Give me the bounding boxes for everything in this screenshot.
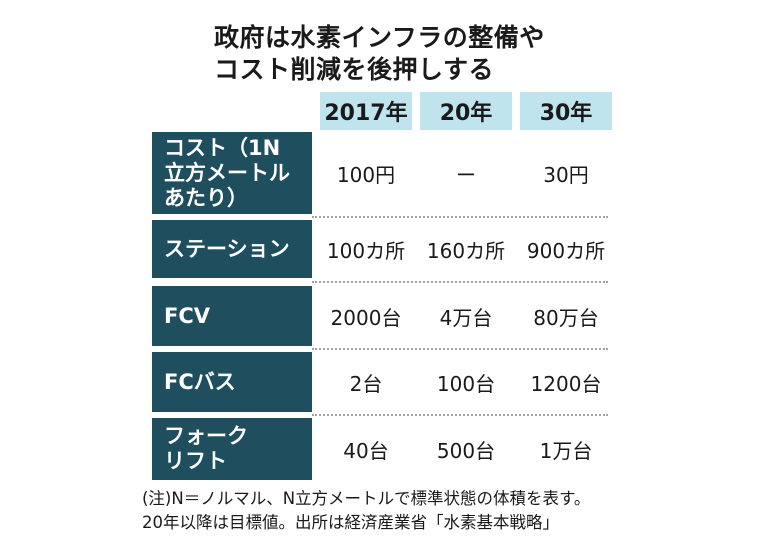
cell-station-30: 900カ所 xyxy=(526,238,606,263)
cell-fc-bus-20: 100台 xyxy=(436,371,496,396)
cell-station-20: 160カ所 xyxy=(426,238,506,263)
cell-fcv-2017: 2000台 xyxy=(330,305,402,330)
cell-cost-20: ー xyxy=(456,162,476,187)
row-divider xyxy=(312,216,608,218)
cell-forklift-30: 1万台 xyxy=(539,438,593,463)
row-header-fc-bus: FCバス xyxy=(152,352,312,412)
cell-fcv-30: 80万台 xyxy=(533,305,599,330)
footnote-line-1: (注)N＝ノルマル、N立方メートルで標準状態の体積を表す。 xyxy=(142,489,591,508)
cell-cost-30: 30円 xyxy=(543,162,589,187)
cell-fc-bus-30: 1200台 xyxy=(530,371,602,396)
row-divider xyxy=(312,281,608,283)
cell-station-2017: 100カ所 xyxy=(326,238,406,263)
title-line-1: 政府は水素インフラの整備や xyxy=(214,23,545,52)
cell-cost-2017: 100円 xyxy=(336,162,396,187)
row-label-cost: コスト（1N 立方メートル あたり） xyxy=(164,135,290,210)
cell-forklift-2017: 40台 xyxy=(343,438,389,463)
row-divider xyxy=(312,348,608,350)
row-header-fcv: FCV xyxy=(152,286,312,346)
chart-title: 政府は水素インフラの整備や コスト削減を後押しする xyxy=(214,22,634,86)
row-header-cost: コスト（1N 立方メートル あたり） xyxy=(152,132,312,214)
cell-fcv-20: 4万台 xyxy=(439,305,493,330)
title-line-2: コスト削減を後押しする xyxy=(214,55,495,84)
row-label-fcv: FCV xyxy=(164,303,211,328)
cell-forklift-20: 500台 xyxy=(436,438,496,463)
row-header-forklift: フォーク リフト xyxy=(152,418,312,480)
row-label-station: ステーション xyxy=(164,236,290,261)
row-divider xyxy=(312,414,608,416)
cell-fc-bus-2017: 2台 xyxy=(349,371,383,396)
row-label-forklift: フォーク リフト xyxy=(164,424,248,473)
row-label-fc-bus: FCバス xyxy=(164,369,236,394)
row-header-station: ステーション xyxy=(152,220,312,278)
column-header-20: 20年 xyxy=(420,92,512,130)
column-header-30: 30年 xyxy=(520,92,612,130)
footnote-line-2: 20年以降は目標値。出所は経済産業省「水素基本戦略」 xyxy=(142,513,559,532)
column-header-2017: 2017年 xyxy=(320,92,412,130)
